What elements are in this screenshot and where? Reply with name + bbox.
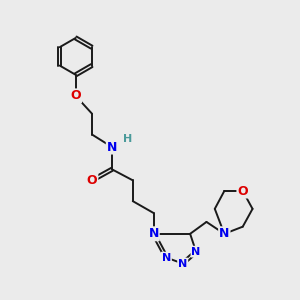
Text: O: O [70,89,81,102]
Text: N: N [162,253,171,262]
Text: O: O [237,184,248,197]
Text: N: N [219,227,230,240]
Text: N: N [178,259,187,269]
Text: H: H [123,134,132,144]
Text: O: O [87,174,98,187]
Text: N: N [191,247,201,256]
Text: N: N [148,227,159,240]
Text: N: N [107,140,117,154]
